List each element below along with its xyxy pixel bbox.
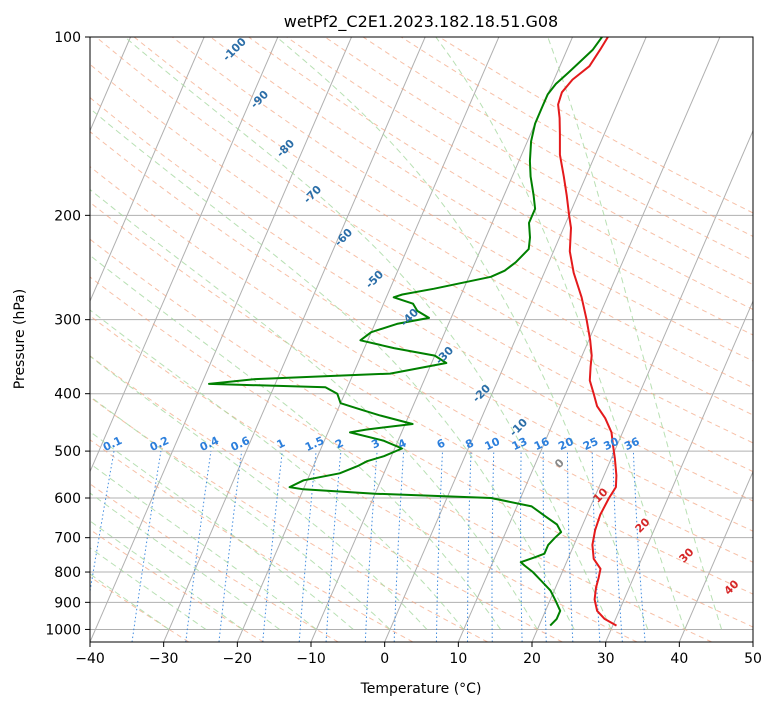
mixing-ratio-line (262, 451, 283, 642)
moist-adiabat (90, 520, 244, 630)
x-tick-label: 30 (597, 651, 615, 667)
moist-adiabat (90, 107, 575, 630)
mixing-ratio-label: 30 (601, 435, 621, 453)
y-tick-label: 400 (54, 387, 81, 403)
mixing-ratio-label: 13 (510, 435, 529, 453)
chart-title: wetPf2_C2E1.2023.182.18.51.G08 (284, 12, 558, 32)
isotherm-line (605, 299, 753, 642)
y-tick-label: 100 (54, 30, 81, 46)
dry-adiabat (90, 396, 488, 642)
x-tick-label: −10 (296, 651, 326, 667)
moist-adiabat (435, 37, 686, 630)
y-tick-label: 800 (54, 565, 81, 581)
isotherm-line (236, 37, 500, 642)
dry-adiabat (133, 37, 753, 416)
isotherm-line (531, 129, 753, 642)
reference-lines (90, 37, 753, 642)
moist-adiabat (124, 37, 612, 630)
dewpoint-profile-line (208, 37, 603, 627)
mixing-ratio-line (185, 451, 212, 642)
dry-adiabat (90, 315, 638, 642)
mixing-ratio-line (218, 451, 243, 642)
mixing-ratio-line (131, 451, 162, 642)
mixing-ratio-label: 36 (622, 435, 642, 453)
axis-ticks: −40 −30 −20 −10 0 10 20 30 40 50 100 200 300 400 500 60… (45, 30, 762, 667)
mixing-ratio-label: 16 (532, 435, 552, 453)
moist-adiabat (90, 547, 207, 630)
mixing-ratio-label: 25 (581, 435, 600, 453)
x-tick-label: −30 (149, 651, 179, 667)
dry-adiabat (90, 276, 712, 642)
y-tick-label: 600 (54, 491, 81, 507)
x-tick-label: 0 (380, 651, 389, 667)
y-tick-label: 1000 (45, 622, 81, 638)
x-tick-label: 40 (670, 651, 688, 667)
isotherm-line (163, 37, 426, 642)
isotherm-line (90, 37, 279, 473)
moist-adiabat (90, 355, 428, 630)
y-tick-label: 200 (54, 208, 81, 224)
dry-adiabat (90, 483, 339, 642)
isotherm-line (90, 37, 352, 642)
dry-adiabat (90, 238, 753, 628)
moist-adiabat (90, 395, 391, 630)
series-layer (208, 37, 618, 627)
isotherm-line (678, 470, 753, 642)
temperature-profile-line (557, 37, 618, 627)
dry-adiabat (90, 63, 753, 473)
mixing-ratio-line (325, 451, 342, 642)
isotherm-line (384, 37, 647, 642)
y-tick-label: 300 (54, 313, 81, 329)
moist-adiabat (90, 462, 317, 630)
moist-adiabat (90, 254, 502, 630)
plot-frame (89, 36, 754, 643)
dry-adiabat (210, 37, 753, 362)
dry-adiabat (90, 165, 753, 563)
mixing-ratio-label: 10 (483, 435, 503, 453)
moist-adiabat (276, 37, 649, 630)
mixing-ratio-line (298, 451, 317, 642)
dry-adiabat (90, 439, 414, 642)
dry-adiabat (90, 201, 753, 595)
x-tick-label: −40 (75, 651, 105, 667)
x-tick-label: 10 (449, 651, 467, 667)
x-axis-label: Temperature (°C) (360, 681, 482, 697)
moist-adiabat (90, 430, 354, 630)
dry-adiabat (171, 37, 753, 389)
y-tick-label: 700 (54, 531, 81, 547)
y-axis-label: Pressure (hPa) (12, 289, 28, 389)
x-tick-label: 20 (523, 651, 541, 667)
dry-adiabat (286, 37, 753, 311)
dry-adiabat (90, 355, 563, 642)
moist-adiabat (547, 37, 723, 630)
y-tick-label: 500 (54, 444, 81, 460)
dry-adiabat (95, 37, 753, 444)
isotherm-line (90, 37, 205, 303)
moist-adiabat (90, 309, 465, 630)
y-tick-label: 900 (54, 595, 81, 611)
x-tick-label: 50 (744, 651, 762, 667)
moist-adiabat (90, 492, 280, 630)
mixing-ratio-label: 20 (556, 435, 576, 453)
dry-adiabat (90, 131, 753, 532)
moist-adiabat (90, 573, 170, 630)
x-tick-label: −20 (223, 651, 253, 667)
